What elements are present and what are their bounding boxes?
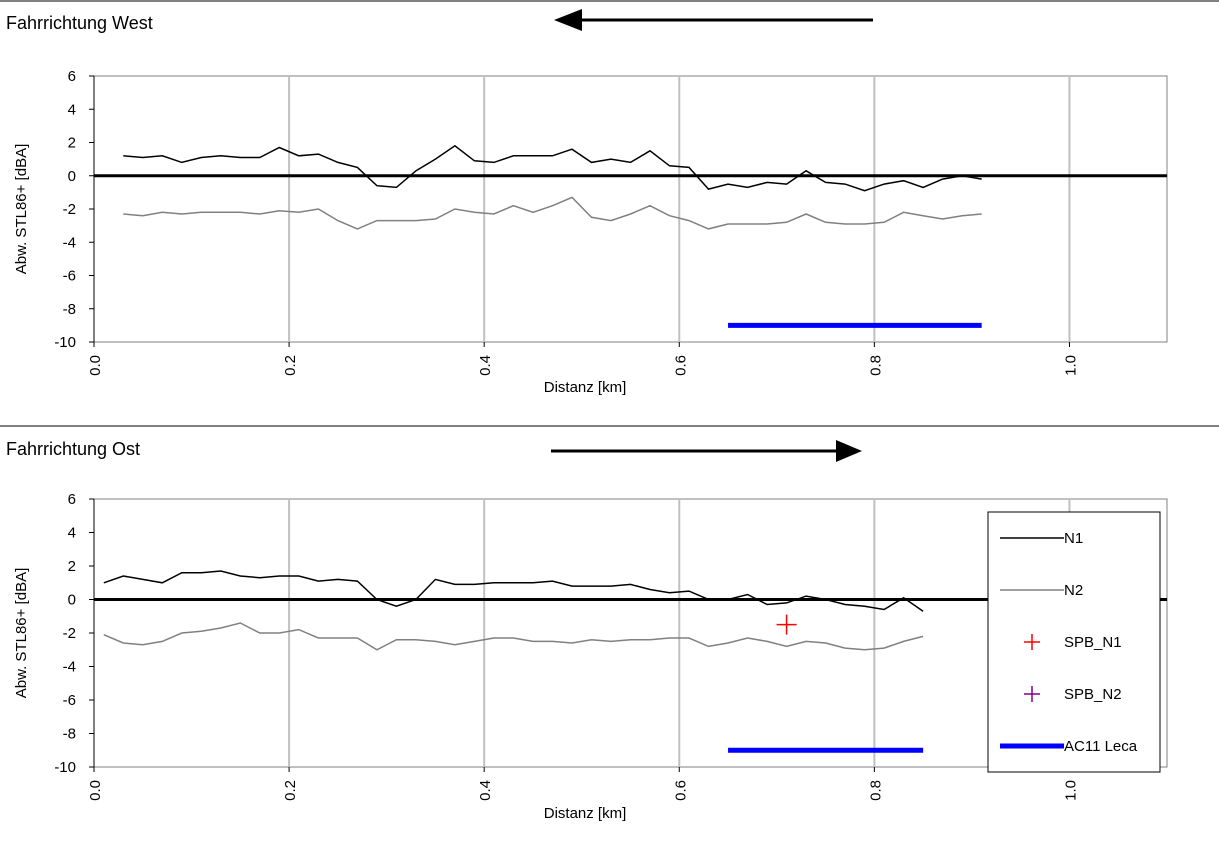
y-tick-label: -2 (63, 625, 76, 642)
series-line-n2 (123, 196, 982, 230)
y-tick-label: 2 (68, 558, 76, 575)
chart-heading-ost: Fahrrichtung Ost (6, 439, 140, 459)
direction-arrow-west (554, 9, 873, 31)
plot-area (93, 75, 1168, 343)
x-tick-label: 1.0 (1062, 780, 1079, 801)
x-tick-label: 0.8 (867, 355, 884, 376)
y-tick-label: -10 (54, 759, 76, 776)
y-tick-label: -6 (63, 692, 76, 709)
y-tick-label: 4 (68, 101, 76, 118)
y-tick-label: -4 (63, 659, 76, 676)
legend-box (987, 511, 1161, 773)
legend: N1 N2 SPB_N1 SPB_N2 AC11 Leca (987, 511, 1161, 773)
series-line-n1 (123, 144, 982, 192)
x-tick-label: 0.4 (477, 355, 494, 376)
x-tick-label: 0.0 (87, 355, 104, 376)
chart-east: 0.0 0.2 0.4 0.6 0.8 1.0 6 4 2 0 -2 -4 -6 -8 -10 Abw. ST… (13, 491, 1168, 822)
x-tick-label: 0.2 (282, 355, 299, 376)
legend-label: N1 (1064, 530, 1083, 547)
y-tick-label: 0 (68, 168, 76, 185)
series-line-n2 (103, 622, 924, 651)
x-tick-label: 1.0 (1062, 355, 1079, 376)
y-tick-label: -8 (63, 301, 76, 318)
y-tick-label: -6 (63, 268, 76, 285)
legend-label: N2 (1064, 582, 1083, 599)
legend-label: SPB_N1 (1064, 634, 1122, 651)
y-tick-label: -4 (63, 234, 76, 251)
y-tick-label: -10 (54, 334, 76, 351)
y-tick-label: -8 (63, 726, 76, 743)
y-tick-label: 2 (68, 135, 76, 152)
y-tick-label: 4 (68, 525, 76, 542)
chart-west: 0.0 0.2 0.4 0.6 0.8 1.0 6 4 2 0 -2 -4 -6 -8 -10 Abw. ST… (13, 68, 1168, 396)
y-axis-title: Abw. STL86+ [dBA] (13, 144, 30, 275)
series-line-n1 (103, 570, 924, 612)
legend-label: SPB_N2 (1064, 686, 1122, 703)
chart-heading-west: Fahrrichtung West (6, 13, 153, 33)
x-tick-label: 0.0 (87, 780, 104, 801)
y-tick-label: 6 (68, 68, 76, 85)
x-tick-label: 0.6 (672, 355, 689, 376)
legend-label: AC11 Leca (1064, 738, 1138, 755)
direction-arrow-east (551, 440, 862, 462)
x-tick-label: 0.6 (672, 780, 689, 801)
y-axis-title: Abw. STL86+ [dBA] (13, 568, 30, 699)
y-tick-label: -2 (63, 201, 76, 218)
y-tick-label: 6 (68, 491, 76, 508)
x-tick-label: 0.2 (282, 780, 299, 801)
x-axis-title: Distanz [km] (544, 805, 627, 822)
marker-spb_n1 (776, 614, 797, 635)
x-tick-label: 0.4 (477, 780, 494, 801)
y-tick-label: 0 (68, 592, 76, 609)
x-axis-title: Distanz [km] (544, 379, 627, 396)
x-tick-label: 0.8 (867, 780, 884, 801)
